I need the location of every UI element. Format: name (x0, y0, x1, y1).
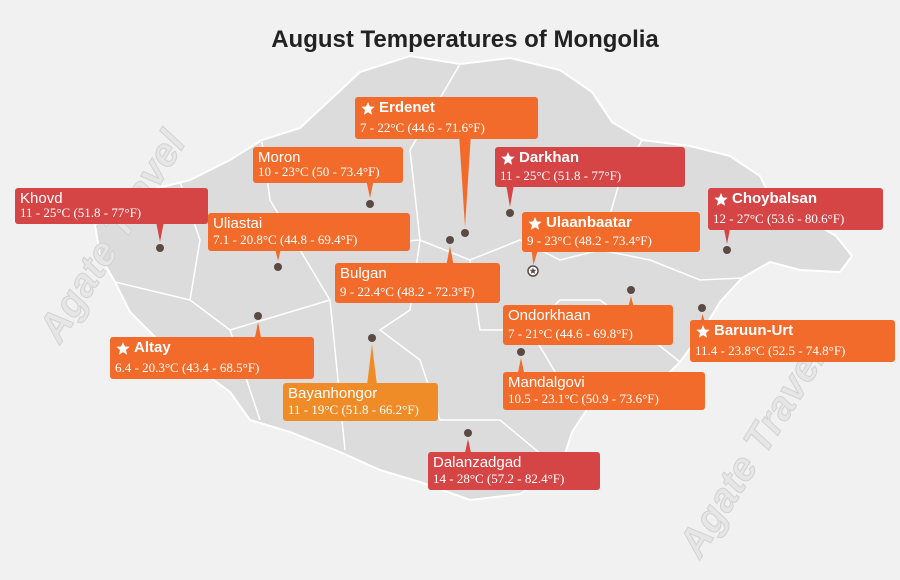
label-box (503, 372, 705, 410)
label-box (690, 320, 895, 362)
city-temperature: 10.5 - 23.1°C (50.9 - 73.6°F) (508, 391, 659, 406)
city-name: Khovd (20, 190, 63, 207)
city-marker (464, 429, 472, 437)
city-label: Baruun-Urt 11.4 - 23.8°C (52.5 - 74.8°F) (690, 304, 895, 362)
city-name: Bayanhongor (288, 385, 377, 402)
label-box (428, 452, 600, 490)
city-name: Darkhan (519, 149, 579, 166)
city-label: Erdenet 7 - 22°C (44.6 - 71.6°F) (355, 97, 538, 237)
capital-star (696, 325, 710, 338)
city-name: Ulaanbaatar (546, 214, 632, 231)
city-marker (368, 334, 376, 342)
label-box (283, 383, 438, 421)
city-temperature: 12 - 27°C (53.6 - 80.6°F) (713, 211, 844, 226)
city-temperature: 7 - 21°C (44.6 - 69.8°F) (508, 326, 633, 341)
city-marker (274, 263, 282, 271)
label-box (335, 263, 500, 303)
city-name: Uliastai (213, 215, 262, 232)
capital-star (116, 342, 130, 355)
city-temperature: 9 - 22.4°C (48.2 - 72.3°F) (340, 284, 475, 299)
city-temperature: 6.4 - 20.3°C (43.4 - 68.5°F) (115, 360, 259, 375)
capital-star (501, 152, 515, 165)
city-name: Erdenet (379, 99, 435, 116)
city-temperature: 7.1 - 20.8°C (44.8 - 69.4°F) (213, 232, 357, 247)
city-name: Altay (134, 339, 171, 356)
city-marker (627, 286, 635, 294)
label-box (208, 213, 410, 251)
city-temperature: 7 - 22°C (44.6 - 71.6°F) (360, 120, 485, 135)
city-name: Ondorkhaan (508, 307, 591, 324)
city-temperature: 14 - 28°C (57.2 - 82.4°F) (433, 471, 564, 486)
capital-star (361, 102, 375, 115)
city-name: Moron (258, 149, 301, 166)
city-marker (723, 246, 731, 254)
city-name: Dalanzadgad (433, 454, 521, 471)
label-box (110, 337, 314, 379)
label-box (495, 147, 685, 187)
city-name: Baruun-Urt (714, 322, 793, 339)
label-pointer (458, 118, 472, 227)
capital-star (528, 217, 542, 230)
city-temperature: 11 - 19°C (51.8 - 66.2°F) (288, 402, 419, 417)
capital-star (714, 193, 728, 206)
city-label: Ondorkhaan 7 - 21°C (44.6 - 69.8°F) (503, 286, 673, 345)
city-marker (254, 312, 262, 320)
city-temperature: 9 - 23°C (48.2 - 73.4°F) (527, 233, 652, 248)
label-box (15, 188, 208, 224)
city-temperature: 11 - 25°C (51.8 - 77°F) (20, 205, 141, 220)
city-name: Bulgan (340, 265, 387, 282)
city-temperature: 11.4 - 23.8°C (52.5 - 74.8°F) (695, 343, 845, 358)
city-name: Mandalgovi (508, 374, 585, 391)
city-marker (156, 244, 164, 252)
city-marker (366, 200, 374, 208)
city-label: Altay 6.4 - 20.3°C (43.4 - 68.5°F) (110, 312, 314, 379)
city-marker (506, 209, 514, 217)
city-label: Darkhan 11 - 25°C (51.8 - 77°F) (495, 147, 685, 217)
city-label: Bulgan 9 - 22.4°C (48.2 - 72.3°F) (335, 236, 500, 303)
map-title: August Temperatures of Mongolia (271, 26, 659, 53)
label-box (708, 188, 883, 230)
label-box (355, 97, 538, 139)
label-box (522, 212, 700, 252)
city-marker (461, 229, 469, 237)
label-box (503, 305, 673, 345)
city-name: Choybalsan (732, 190, 817, 207)
city-marker (698, 304, 706, 312)
city-temperature: 10 - 23°C (50 - 73.4°F) (258, 164, 380, 179)
city-temperature: 11 - 25°C (51.8 - 77°F) (500, 168, 621, 183)
city-label: Choybalsan 12 - 27°C (53.6 - 80.6°F) (708, 188, 883, 254)
city-marker (517, 348, 525, 356)
label-box (253, 147, 403, 183)
city-marker-star (529, 267, 537, 274)
city-marker (446, 236, 454, 244)
city-label: Ulaanbaatar 9 - 23°C (48.2 - 73.4°F) (522, 212, 700, 277)
